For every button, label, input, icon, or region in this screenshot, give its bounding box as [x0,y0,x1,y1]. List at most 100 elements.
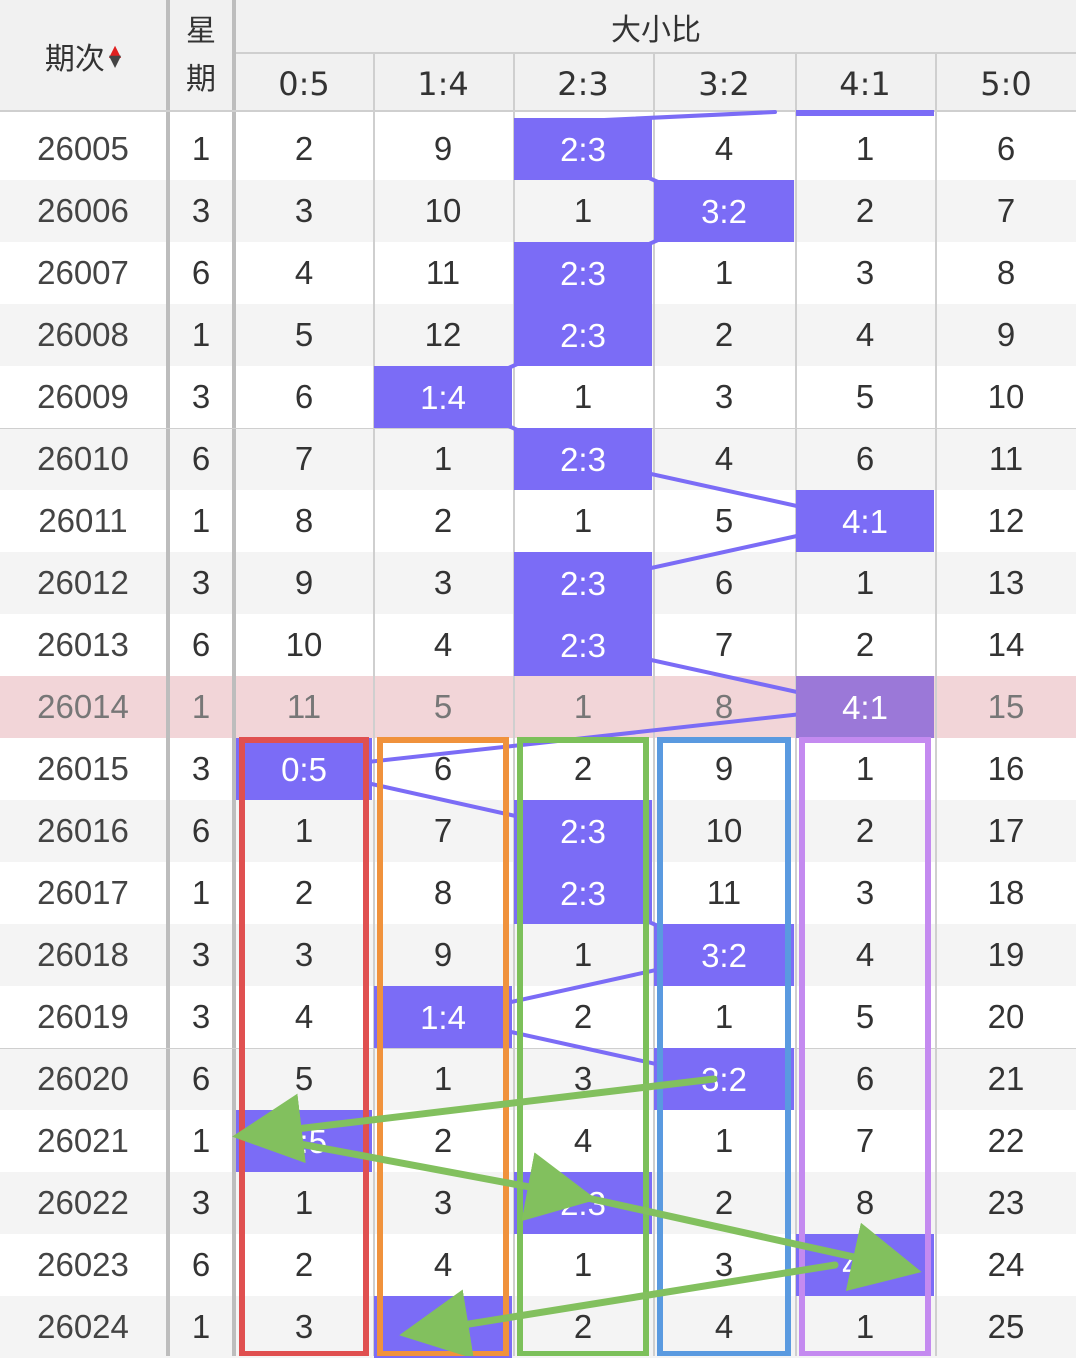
hit-cell: 2:3 [514,800,652,862]
period-cell: 26018 [37,936,129,973]
miss-count-cell: 3 [294,936,314,973]
period-header[interactable]: 期次 ▲ ▼ [0,0,166,112]
hit-cell: 2:3 [514,552,652,614]
hit-cell: 2:3 [514,118,652,180]
table-row[interactable]: 26020 6 5 1 3 3:2 6 21 [0,1048,1076,1110]
miss-count-cell: 1 [573,688,593,725]
table-row[interactable]: 26015 3 0:5 6 2 9 1 16 [0,738,1076,800]
miss-count-cell: 18 [987,874,1025,911]
group-header: 大小比 [236,0,1076,54]
table-row[interactable]: 26021 1 0:5 2 4 1 7 22 [0,1110,1076,1172]
hit-cell: 0:5 [236,738,372,800]
table-row[interactable]: 26006 3 3 10 1 3:2 2 7 [0,180,1076,242]
miss-count-cell: 9 [433,130,453,167]
miss-count-cell: 19 [987,936,1025,973]
hit-cell: 2:3 [514,242,652,304]
period-cell: 26022 [37,1184,129,1221]
week-cell: 3 [191,564,211,601]
miss-count-cell: 10 [705,812,743,849]
miss-count-cell: 2 [294,130,314,167]
miss-count-cell: 3 [855,874,875,911]
table-row[interactable]: 26019 3 4 1:4 2 1 5 20 [0,986,1076,1048]
miss-count-cell: 2 [573,1308,593,1345]
hit-cell: 2:3 [514,614,652,676]
table-row[interactable]: 26013 6 10 4 2:3 7 2 14 [0,614,1076,676]
miss-count-cell: 5 [855,998,875,1035]
miss-count-cell: 20 [987,998,1025,1035]
miss-count-cell: 9 [433,936,453,973]
column-header-0-5: 0:5 [278,65,330,103]
miss-count-cell: 4 [714,1308,734,1345]
period-cell: 26008 [37,316,129,353]
hit-cell: 4:1 [796,1234,934,1296]
miss-count-cell: 22 [987,1122,1025,1159]
miss-count-cell: 3 [433,1184,453,1221]
miss-count-cell: 4 [855,936,875,973]
miss-count-cell: 2 [573,750,593,787]
hit-cell: 4:1 [796,676,934,738]
miss-count-cell: 9 [714,750,734,787]
miss-count-cell: 5 [294,316,314,353]
divider-period [166,0,170,1356]
miss-count-cell: 7 [433,812,453,849]
week-cell: 6 [191,1060,211,1097]
table-row[interactable]: 26023 6 2 4 1 3 4:1 24 [0,1234,1076,1296]
sort-icon[interactable]: ▲ ▼ [108,41,122,69]
miss-count-cell: 3 [714,1246,734,1283]
miss-count-cell: 10 [285,626,323,663]
week-cell: 3 [191,936,211,973]
table-row[interactable]: 26009 3 6 1:4 1 3 5 10 [0,366,1076,428]
week-cell: 1 [191,316,211,353]
divider-header-group [236,52,1076,54]
table-row[interactable]: 26017 1 2 8 2:3 11 3 18 [0,862,1076,924]
miss-count-cell: 13 [987,564,1025,601]
table-row[interactable]: 26008 1 5 12 2:3 2 4 9 [0,304,1076,366]
divider-row-group [0,428,1076,429]
hit-cell: 3:2 [654,180,794,242]
miss-count-cell: 3 [855,254,875,291]
table-row[interactable]: 26005 1 2 9 2:3 4 1 6 [0,118,1076,180]
period-cell: 26011 [38,502,128,539]
miss-count-cell: 4 [714,440,734,477]
column-header-2-3: 2:3 [557,65,609,103]
week-cell: 1 [191,1122,211,1159]
divider-column [935,54,937,1356]
miss-count-cell: 1 [714,998,734,1035]
week-header-label-2: 期 [186,62,216,97]
column-header-3-2: 3:2 [698,65,750,103]
miss-count-cell: 4 [573,1122,593,1159]
miss-count-cell: 11 [706,874,742,911]
table-row[interactable]: 26016 6 1 7 2:3 10 2 17 [0,800,1076,862]
table-row[interactable]: 26018 3 3 9 1 3:2 4 19 [0,924,1076,986]
miss-count-cell: 6 [855,440,875,477]
period-cell: 26013 [37,626,129,663]
hit-cell: 1:4 [374,1296,512,1358]
miss-count-cell: 5 [433,688,453,725]
table-row[interactable]: 26011 1 8 2 1 5 4:1 12 [0,490,1076,552]
period-cell: 26012 [37,564,129,601]
hit-cell: 2:3 [514,862,652,924]
miss-count-cell: 17 [987,812,1025,849]
period-header-label: 期次 [44,42,105,77]
hit-cell: 1:4 [374,366,512,428]
miss-count-cell: 3 [573,1060,593,1097]
table-row[interactable]: 26022 3 1 3 2:3 2 8 23 [0,1172,1076,1234]
miss-count-cell: 3 [433,564,453,601]
table-row[interactable]: 26014 1 11 5 1 8 4:1 15 [0,676,1076,738]
period-cell: 26021 [37,1122,129,1159]
table-row[interactable]: 26007 6 4 11 2:3 1 3 8 [0,242,1076,304]
miss-count-cell: 11 [286,688,322,725]
period-cell: 26023 [37,1246,129,1283]
sort-up-icon: ▲ [108,41,122,60]
miss-count-cell: 4 [433,626,453,663]
table-row[interactable]: 26024 1 3 1:4 2 4 1 25 [0,1296,1076,1358]
hit-cell: 3:2 [654,1048,794,1110]
table-row[interactable]: 26010 6 7 1 2:3 4 6 11 [0,428,1076,490]
table-row[interactable]: 26012 3 9 3 2:3 6 1 13 [0,552,1076,614]
period-cell: 26015 [37,750,129,787]
week-cell: 3 [191,378,211,415]
group-header-label: 大小比 [611,13,701,48]
miss-count-cell: 23 [987,1184,1025,1221]
miss-count-cell: 2 [714,316,734,353]
miss-count-cell: 6 [996,130,1016,167]
